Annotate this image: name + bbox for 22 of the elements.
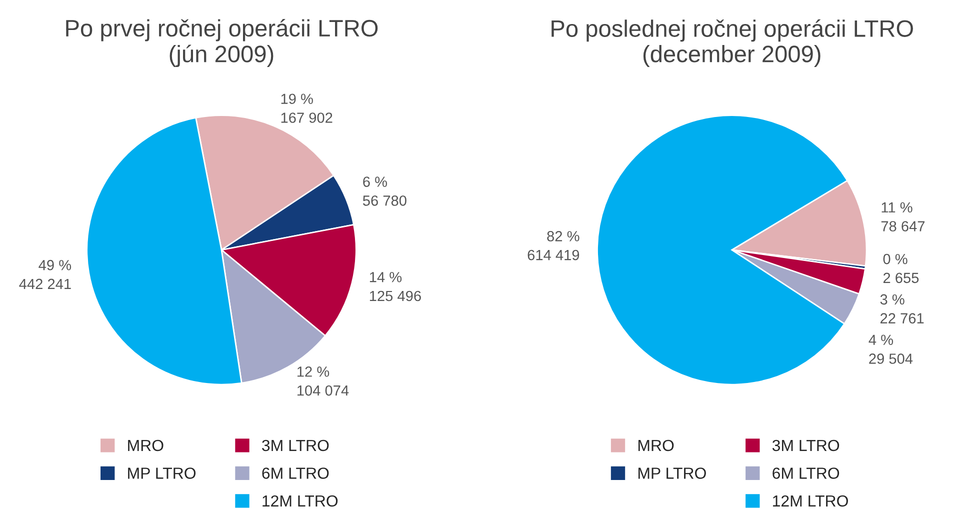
legend-label: 3M LTRO xyxy=(772,440,840,452)
legend-label: 3M LTRO xyxy=(262,440,329,452)
data-label: 11 % 78 647 xyxy=(881,202,925,232)
data-label: 14 % 125 496 xyxy=(370,272,421,302)
legend-label: 12M LTRO xyxy=(262,495,338,507)
data-label: 82 % 614 419 xyxy=(528,231,580,260)
chart-title: Po prvej ročnej operácii LTRO (jún 2009) xyxy=(66,19,378,68)
legend-label: MP LTRO xyxy=(638,468,706,479)
legend-label: MP LTRO xyxy=(128,468,196,479)
data-label: 4 % 29 504 xyxy=(868,334,913,364)
data-label: 6 % 56 780 xyxy=(362,176,406,206)
data-label: 19 % 167 902 xyxy=(281,94,332,123)
legend-label: 12M LTRO xyxy=(773,495,848,507)
data-label: 12 % 104 074 xyxy=(297,366,349,396)
legend-label: MRO xyxy=(128,440,164,452)
chart-title: Po poslednej ročnej operácii LTRO (december 2009) xyxy=(552,19,913,68)
data-label: 3 % 22 761 xyxy=(880,294,924,324)
legend-label: 6M LTRO xyxy=(772,468,840,479)
legend-label: 6M LTRO xyxy=(262,468,329,479)
legend-label: MRO xyxy=(638,440,674,452)
data-label: 49 % 442 241 xyxy=(19,260,72,289)
data-label: 0 % 2 655 xyxy=(883,254,919,284)
